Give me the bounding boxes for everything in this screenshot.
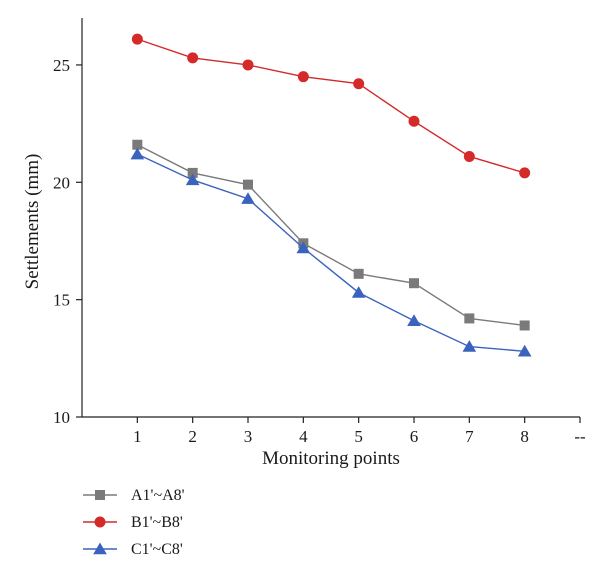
series-3-point <box>241 192 255 204</box>
series-1-point <box>187 167 198 178</box>
series-2-point <box>519 167 531 179</box>
y-tick-label: 20 <box>53 173 70 192</box>
series-2-point <box>297 71 309 83</box>
series-1-point <box>519 320 530 331</box>
axes: 10 15 20 25 1 2 3 4 5 6 7 8 -- Monitoring points Settl… <box>22 18 586 469</box>
legend-item: C1'~C8' <box>83 541 183 558</box>
legend-marker <box>93 542 107 555</box>
y-tick-label: 25 <box>53 56 70 75</box>
series-2-line <box>137 38 525 174</box>
series-3-line <box>137 153 525 352</box>
x-tick-label: 5 <box>354 427 363 446</box>
y-axis-title: Settlements (mm) <box>22 154 43 290</box>
x-tick-label: 7 <box>465 427 474 446</box>
legend-item: B1'~B8' <box>83 514 183 531</box>
series-1-point <box>243 179 253 190</box>
x-tick-label: -- <box>574 427 586 446</box>
series-3-point <box>296 241 311 254</box>
y-tick-label: 10 <box>53 408 70 427</box>
series-2 <box>131 33 531 179</box>
series-2-point <box>242 59 254 71</box>
series-3-point <box>462 340 477 352</box>
legend-label: C1'~C8' <box>131 541 183 558</box>
legend-marker <box>94 516 106 528</box>
series-1-point <box>409 278 419 289</box>
x-axis-title: Monitoring points <box>262 448 400 469</box>
y-tick-label: 15 <box>53 291 70 310</box>
series-2-point <box>187 52 199 64</box>
legend-marker <box>95 490 105 500</box>
plot-area <box>130 33 532 357</box>
series-2-point <box>408 115 420 127</box>
series-3-point <box>185 173 200 186</box>
x-tick-label: 1 <box>133 427 142 446</box>
series-1-point <box>464 313 475 324</box>
legend-item: A1'~A8' <box>83 487 185 504</box>
legend: A1'~A8' B1'~B8' C1'~C8' <box>83 487 185 558</box>
series-3-point <box>407 314 421 326</box>
series-1 <box>132 139 530 331</box>
series-2-point <box>463 150 475 162</box>
series-2-point <box>353 78 365 90</box>
series-3-point <box>130 147 145 160</box>
x-tick-label: 3 <box>244 427 253 446</box>
series-3-point <box>351 286 366 298</box>
series-1-point <box>353 268 364 279</box>
legend-label: A1'~A8' <box>131 487 185 504</box>
series-1-line <box>137 144 525 327</box>
series-3 <box>130 147 532 357</box>
legend-label: B1'~B8' <box>131 514 183 531</box>
series-2-point <box>131 33 143 45</box>
series-3-point <box>517 344 532 357</box>
x-tick-label: 6 <box>410 427 419 446</box>
series-1-point <box>132 139 143 150</box>
x-tick-label: 2 <box>188 427 197 446</box>
x-tick-label: 4 <box>299 427 308 446</box>
x-tick-label: 8 <box>520 427 529 446</box>
